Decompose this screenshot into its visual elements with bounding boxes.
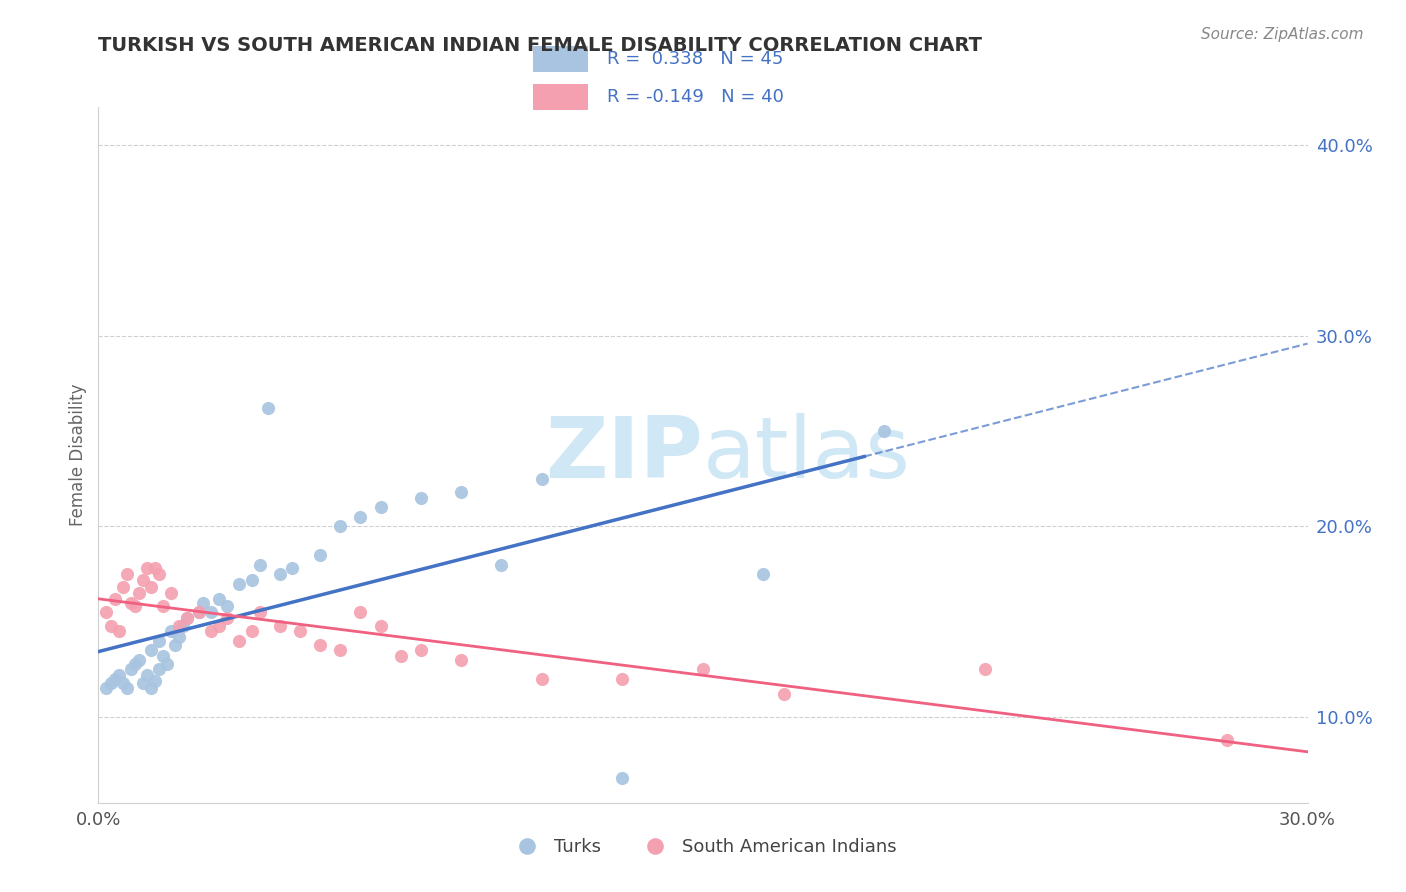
- Point: [96, 681, 118, 696]
- Point: [329, 643, 352, 657]
- Point: [100, 618, 122, 632]
- Point: [249, 558, 271, 572]
- Point: [139, 681, 162, 696]
- Point: [124, 657, 146, 671]
- Point: [96, 605, 118, 619]
- Point: [152, 599, 174, 614]
- Point: [309, 638, 332, 652]
- Bar: [533, 46, 588, 72]
- Point: [1216, 732, 1239, 747]
- Point: [389, 648, 412, 663]
- Text: R =  0.338   N = 45: R = 0.338 N = 45: [607, 50, 783, 68]
- Point: [208, 618, 231, 632]
- Point: [176, 611, 198, 625]
- Point: [256, 401, 278, 416]
- Point: [176, 611, 198, 625]
- Point: [450, 653, 472, 667]
- Point: [612, 771, 634, 785]
- Point: [269, 618, 291, 632]
- Point: [217, 599, 239, 614]
- Point: [228, 633, 250, 648]
- Point: [148, 633, 170, 648]
- Point: [167, 630, 190, 644]
- Point: [288, 624, 311, 639]
- Point: [107, 668, 129, 682]
- Point: [115, 567, 138, 582]
- Point: [111, 581, 134, 595]
- Point: [124, 599, 146, 614]
- Point: [132, 675, 155, 690]
- Point: [103, 672, 125, 686]
- Point: [132, 573, 155, 587]
- Point: [148, 567, 170, 582]
- Point: [208, 591, 231, 606]
- Point: [370, 500, 392, 515]
- Point: [160, 586, 183, 600]
- Point: [135, 561, 157, 575]
- Point: [240, 624, 263, 639]
- Point: [240, 573, 263, 587]
- Point: [111, 675, 134, 690]
- Point: [143, 673, 166, 688]
- Point: [217, 611, 239, 625]
- Point: [128, 653, 150, 667]
- Point: [530, 472, 553, 486]
- Point: [148, 662, 170, 676]
- Point: [188, 605, 211, 619]
- Point: [139, 581, 162, 595]
- Point: [200, 605, 222, 619]
- Point: [172, 618, 194, 632]
- Point: [370, 618, 392, 632]
- Point: [329, 519, 352, 533]
- Point: [409, 643, 432, 657]
- Point: [309, 548, 332, 562]
- Point: [128, 586, 150, 600]
- Point: [200, 624, 222, 639]
- Legend: Turks, South American Indians: Turks, South American Indians: [502, 831, 904, 863]
- Point: [143, 561, 166, 575]
- Point: [349, 605, 371, 619]
- Point: [107, 624, 129, 639]
- Point: [228, 576, 250, 591]
- Point: [873, 424, 896, 438]
- Text: atlas: atlas: [703, 413, 911, 497]
- Point: [281, 561, 304, 575]
- Text: TURKISH VS SOUTH AMERICAN INDIAN FEMALE DISABILITY CORRELATION CHART: TURKISH VS SOUTH AMERICAN INDIAN FEMALE …: [98, 36, 983, 54]
- Point: [974, 662, 997, 676]
- Point: [163, 638, 186, 652]
- Point: [409, 491, 432, 505]
- Point: [135, 668, 157, 682]
- Point: [167, 618, 190, 632]
- Point: [752, 567, 775, 582]
- Point: [120, 596, 142, 610]
- Text: ZIP: ZIP: [546, 413, 703, 497]
- Text: R = -0.149   N = 40: R = -0.149 N = 40: [607, 88, 783, 106]
- Point: [612, 672, 634, 686]
- Point: [349, 509, 371, 524]
- Point: [193, 596, 215, 610]
- Point: [249, 605, 271, 619]
- Point: [530, 672, 553, 686]
- Point: [152, 648, 174, 663]
- Bar: [533, 84, 588, 110]
- Point: [139, 643, 162, 657]
- Point: [491, 558, 513, 572]
- Point: [772, 687, 794, 701]
- Point: [100, 675, 122, 690]
- Point: [692, 662, 714, 676]
- Point: [103, 591, 125, 606]
- Point: [156, 657, 179, 671]
- Point: [188, 605, 211, 619]
- Y-axis label: Female Disability: Female Disability: [69, 384, 87, 526]
- Text: Source: ZipAtlas.com: Source: ZipAtlas.com: [1201, 27, 1364, 42]
- Point: [450, 485, 472, 500]
- Point: [120, 662, 142, 676]
- Point: [269, 567, 291, 582]
- Point: [115, 681, 138, 696]
- Point: [160, 624, 183, 639]
